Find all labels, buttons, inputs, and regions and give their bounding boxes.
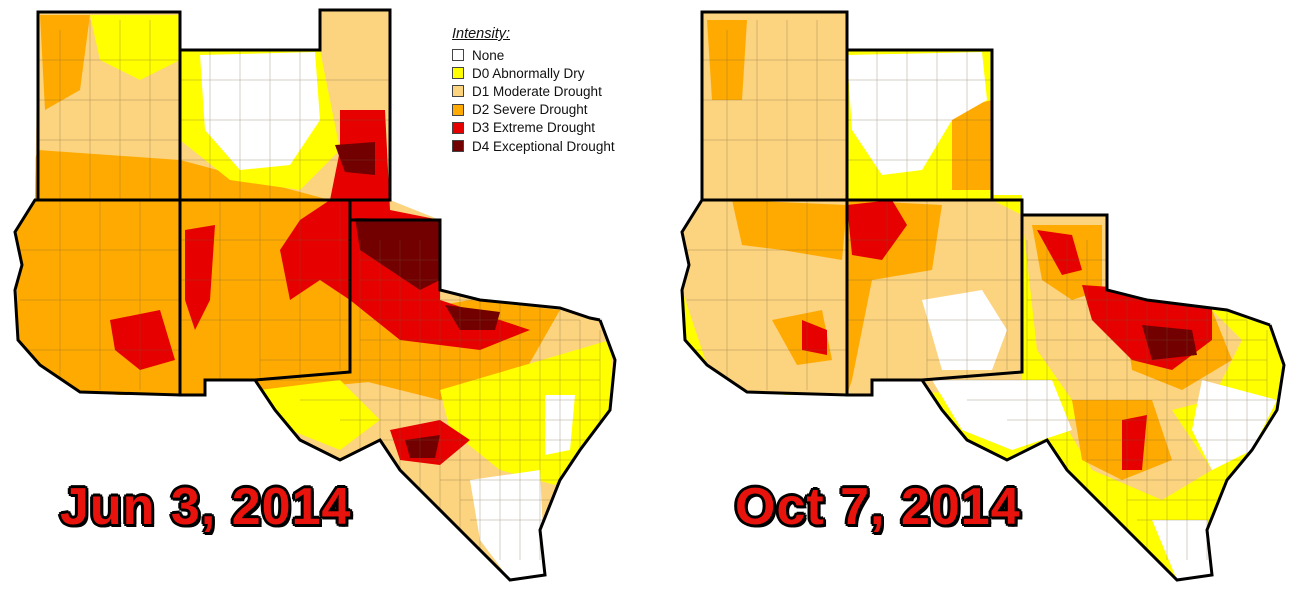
d3-region-south-texas (1122, 415, 1147, 470)
date-label-right: Oct 7, 2014 (735, 478, 1021, 536)
drought-map-oct-2014 (652, 0, 1305, 592)
legend-swatch-d1 (452, 85, 464, 98)
none-region-east-texas (1192, 380, 1277, 470)
state-borders (680, 10, 1286, 582)
d4-region-texas-north (445, 305, 500, 330)
drought-map-left-svg (13, 8, 617, 582)
state-borders (13, 8, 617, 582)
d3-region-arizona (802, 320, 827, 355)
legend-swatch-d0 (452, 67, 464, 80)
none-region-south-texas (470, 470, 545, 580)
d4-region-texas-hill (405, 435, 440, 458)
legend-label-none: None (472, 47, 505, 63)
drought-map-right-svg (680, 10, 1286, 582)
legend-label-d3: D3 Extreme Drought (472, 120, 596, 136)
d3-region-nm-west (185, 225, 215, 330)
date-label-left: Jun 3, 2014 (60, 478, 352, 536)
legend-swatch-none (452, 49, 464, 62)
legend-item-d2: D2 Severe Drought (452, 101, 615, 119)
legend-swatch-d2 (452, 103, 464, 116)
d0-region-utah-north (90, 15, 180, 80)
d4-region-texas-north (1142, 325, 1197, 360)
none-region-colorado (200, 52, 320, 170)
none-region-west-texas (932, 380, 1072, 450)
border-arizona (680, 199, 849, 397)
legend-label-d4: D4 Exceptional Drought (472, 138, 615, 154)
drought-map-jun-2014 (0, 0, 650, 592)
border-texas-south (253, 319, 617, 582)
d3-region-arizona-se (110, 310, 175, 370)
none-region-new-mexico-se (922, 290, 1007, 370)
county-lines (20, 20, 610, 560)
border-utah-colorado (36, 8, 392, 202)
border-oklahoma (992, 198, 1271, 327)
legend-item-d1: D1 Moderate Drought (452, 82, 615, 100)
legend-label-d1: D1 Moderate Drought (472, 83, 602, 99)
border-oklahoma (348, 200, 601, 322)
d2-region-colorado-east (952, 100, 992, 190)
d2-region-utah-nw (40, 15, 90, 110)
d0-region-west-texas (260, 380, 380, 450)
d3-region-colorado-se (992, 140, 1027, 165)
d4-region-colorado-se (335, 142, 375, 175)
legend-item-d3: D3 Extreme Drought (452, 119, 615, 137)
legend-item-d0: D0 Abnormally Dry (452, 64, 615, 82)
legend-item-d4: D4 Exceptional Drought (452, 137, 615, 155)
legend-item-none: None (452, 46, 615, 64)
legend-label-d0: D0 Abnormally Dry (472, 65, 585, 81)
border-arizona (13, 198, 182, 397)
legend-swatch-d3 (452, 121, 464, 134)
d2-region-arizona-north (732, 200, 847, 260)
d0-region-east-texas (440, 340, 615, 485)
d4-region-oklahoma-panhandle (355, 218, 440, 290)
legend-title: Intensity: (452, 26, 511, 42)
intensity-legend: Intensity: None D0 Abnormally Dry D1 Mod… (452, 26, 615, 155)
d3-region-oklahoma (1037, 230, 1082, 275)
d3-region-nm-north (847, 200, 907, 260)
legend-label-d2: D2 Severe Drought (472, 102, 588, 118)
legend-swatch-d4 (452, 140, 464, 153)
none-region-colorado (847, 52, 987, 175)
border-texas-south (920, 324, 1286, 582)
